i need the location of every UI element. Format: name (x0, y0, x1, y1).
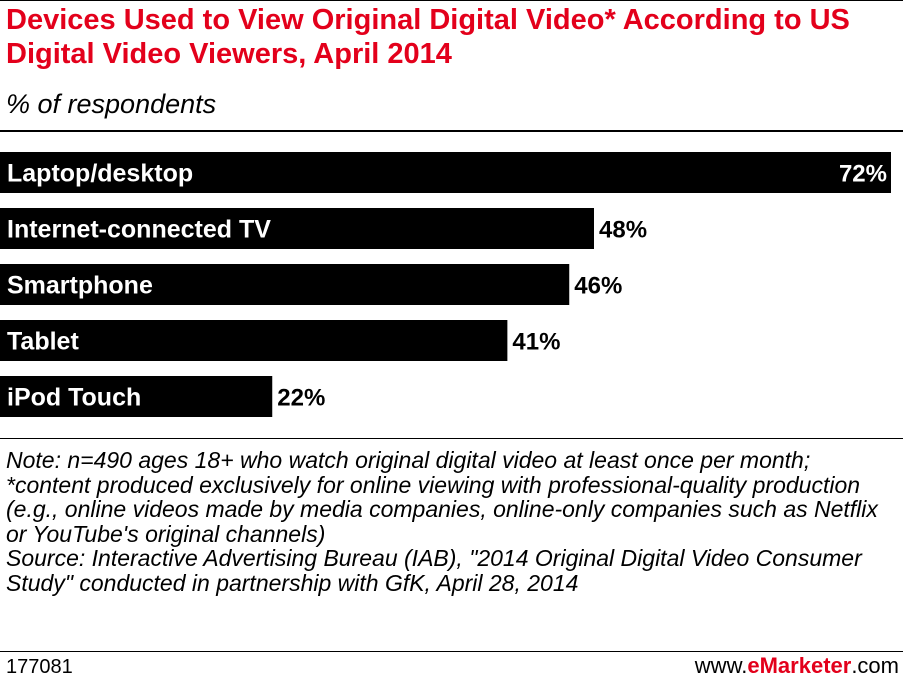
bar-0 (0, 152, 891, 193)
chart-id: 177081 (6, 656, 73, 678)
value-label-3: 41% (512, 329, 560, 356)
value-label-0: 72% (839, 161, 887, 188)
bar-4 (0, 376, 273, 417)
bar-2 (0, 264, 570, 305)
chart-note: Note: n=490 ages 18+ who watch original … (6, 448, 896, 595)
source-text: Source: Interactive Advertising Bureau (… (6, 545, 862, 596)
brand-prefix: www. (694, 653, 748, 678)
brand-name: eMarketer (747, 653, 852, 678)
category-label-0: Laptop/desktop (7, 160, 193, 188)
top-rule (0, 0, 903, 1)
header-rule (0, 130, 903, 132)
value-label-2: 46% (574, 273, 622, 300)
category-label-2: Smartphone (7, 272, 153, 300)
bar-group-2: Smartphone 46% (0, 264, 622, 305)
bar-group-4: iPod Touch 22% (0, 376, 325, 417)
bar-chart: Laptop/desktop 72% Internet-connected TV 48… (0, 152, 891, 417)
bar-group-0: Laptop/desktop 72% (0, 152, 891, 193)
value-label-4: 22% (277, 385, 325, 412)
bar-group-3: Tablet 41% (0, 320, 560, 361)
value-label-1: 48% (599, 217, 647, 244)
chart-subtitle: % of respondents (6, 89, 217, 119)
bar-group-1: Internet-connected TV 48% (0, 208, 647, 249)
footer-rule (0, 651, 903, 652)
bar-3 (0, 320, 508, 361)
category-label-1: Internet-connected TV (7, 216, 271, 244)
brand-footer[interactable]: www.eMarketer.com (695, 654, 899, 678)
chart-title: Devices Used to View Original Digital Vi… (6, 4, 850, 70)
note-text: Note: n=490 ages 18+ who watch original … (6, 447, 878, 547)
category-label-3: Tablet (7, 328, 79, 356)
category-label-4: iPod Touch (7, 384, 141, 412)
brand-suffix: .com (851, 653, 899, 678)
bar-1 (0, 208, 594, 249)
note-rule (0, 438, 903, 439)
